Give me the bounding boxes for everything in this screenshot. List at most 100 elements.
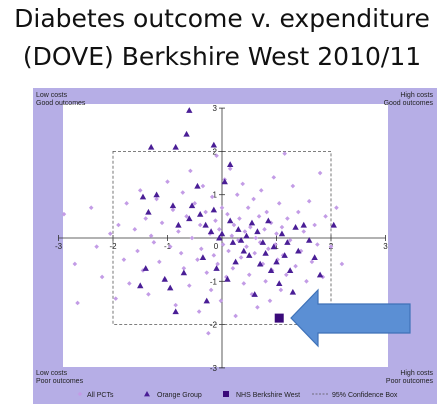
orange-group-point <box>210 141 218 148</box>
all-pcts-point <box>271 175 277 180</box>
orange-group-point <box>256 260 264 267</box>
all-pcts-point <box>151 240 157 245</box>
all-pcts-point <box>248 224 253 230</box>
all-pcts-point <box>301 229 307 234</box>
all-pcts-point <box>238 255 244 260</box>
all-pcts-point <box>173 302 178 308</box>
all-pcts-point <box>72 261 78 267</box>
corner-label-bottom-right-costs: High costs <box>400 370 433 377</box>
y-tick-label: -1 <box>210 277 218 286</box>
orange-group-point <box>243 232 250 239</box>
legend-berkshire-west-marker <box>223 391 229 397</box>
orange-group-point <box>218 230 226 237</box>
all-pcts-point <box>127 281 132 286</box>
orange-group-point <box>207 228 215 235</box>
x-tick-label: 3 <box>383 242 388 251</box>
all-pcts-point <box>88 205 94 210</box>
y-tick-label: 2 <box>213 147 218 156</box>
all-pcts-point <box>251 196 256 202</box>
corner-label-top-right-outcomes: Good outcomes <box>384 100 434 107</box>
all-pcts-point <box>148 233 154 239</box>
all-pcts-point <box>135 248 140 254</box>
all-pcts-point <box>244 244 249 249</box>
all-pcts-point <box>245 205 251 210</box>
legend-confidence-box-label: 95% Confidence Box <box>332 392 398 399</box>
orange-group-point <box>194 182 201 189</box>
all-pcts-point <box>279 224 285 230</box>
orange-group-point <box>300 221 307 228</box>
all-pcts-point <box>266 246 271 252</box>
chart-title-line-2: (DOVE) Berkshire West 2010/11 <box>22 42 422 71</box>
orange-group-point <box>240 247 247 254</box>
all-pcts-point <box>192 201 198 206</box>
orange-group-point <box>186 215 193 222</box>
all-pcts-point <box>189 235 195 241</box>
all-pcts-point <box>252 250 257 256</box>
orange-group-point <box>213 265 220 271</box>
all-pcts-point <box>256 214 262 219</box>
orange-group-point <box>142 265 149 271</box>
all-pcts-point <box>278 287 284 293</box>
all-pcts-point <box>121 257 127 262</box>
orange-group-point <box>186 107 193 113</box>
all-pcts-point <box>167 244 173 249</box>
all-pcts-point <box>227 166 233 172</box>
all-pcts-point <box>287 237 293 243</box>
all-pcts-point <box>132 227 138 232</box>
all-pcts-point <box>234 192 240 197</box>
y-tick-label: 3 <box>213 104 218 113</box>
all-pcts-point <box>236 237 241 243</box>
all-pcts-point <box>75 300 80 306</box>
all-pcts-point <box>143 216 148 221</box>
all-pcts-point <box>188 168 193 174</box>
all-pcts-point <box>99 274 105 280</box>
orange-group-point <box>226 217 234 224</box>
orange-group-point <box>276 280 283 287</box>
all-pcts-point <box>267 298 273 304</box>
all-pcts-point <box>213 218 218 223</box>
all-pcts-point <box>257 240 263 245</box>
corner-label-bottom-right-outcomes: Poor outcomes <box>386 378 434 385</box>
all-pcts-point <box>113 296 119 301</box>
orange-group-point <box>248 219 256 226</box>
all-pcts-point <box>255 304 260 310</box>
all-pcts-point <box>116 222 121 228</box>
all-pcts-point <box>240 181 246 187</box>
all-pcts-point <box>218 298 224 304</box>
all-pcts-point <box>204 270 210 275</box>
all-pcts-point <box>211 253 217 258</box>
orange-group-point <box>262 249 269 256</box>
orange-group-point <box>147 143 155 150</box>
orange-group-point <box>278 230 286 237</box>
all-pcts-point <box>220 242 226 247</box>
corner-label-bottom-left-costs: Low costs <box>36 370 68 377</box>
orange-group-point <box>183 130 190 137</box>
all-pcts-point <box>146 291 151 297</box>
all-pcts-point <box>206 330 211 336</box>
all-pcts-point <box>200 183 206 189</box>
all-pcts-point <box>195 257 200 262</box>
all-pcts-point <box>282 151 287 156</box>
x-tick-label: -3 <box>55 242 63 251</box>
legend-berkshire-west-label: NHS Berkshire West <box>236 392 300 399</box>
orange-group-point <box>292 223 299 230</box>
highlight-arrow <box>290 288 411 348</box>
orange-group-point <box>139 193 147 200</box>
orange-group-point <box>172 308 179 315</box>
all-pcts-point <box>306 198 312 204</box>
orange-group-point <box>199 254 207 261</box>
y-tick-label: 1 <box>213 191 218 200</box>
orange-group-point <box>226 161 234 167</box>
all-pcts-point <box>317 170 323 176</box>
all-pcts-point <box>253 235 259 241</box>
orange-group-point <box>284 239 291 245</box>
all-pcts-point <box>264 209 269 215</box>
all-pcts-point <box>209 194 215 200</box>
all-pcts-point <box>187 283 192 288</box>
orange-group-point <box>153 191 160 198</box>
orange-group-point <box>172 143 179 150</box>
all-pcts-point <box>94 244 99 249</box>
all-pcts-point <box>275 257 280 262</box>
all-pcts-point <box>137 188 143 193</box>
